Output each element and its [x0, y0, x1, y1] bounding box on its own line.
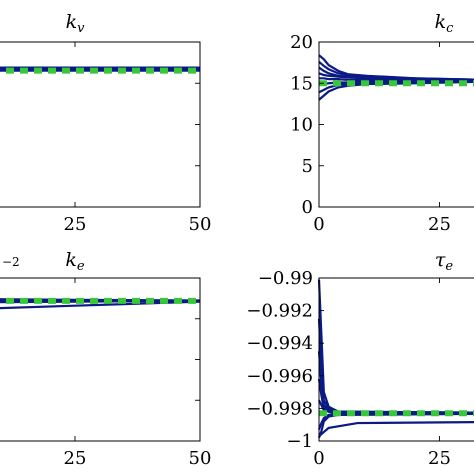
panel-title-kc: kc — [435, 11, 455, 36]
exponent-label-ke: −2 — [2, 255, 20, 269]
trace-taue-1 — [317, 318, 474, 414]
ytick-label-kc-1: 5 — [302, 156, 313, 177]
panel-taue: 0 25 −1 −0.998 −0.996 −0.994 −0.992 −0.99 τe — [246, 249, 474, 469]
xtick-label-ke-1: 50 — [189, 448, 212, 469]
trace-taue-7 — [318, 421, 474, 437]
ytick-label-taue-5: −0.99 — [258, 268, 313, 289]
ytick-label-taue-2: −0.996 — [246, 366, 313, 387]
ytick-label-kc-4: 20 — [290, 32, 313, 53]
axes-frame-taue — [318, 277, 474, 442]
ytick-label-taue-4: −0.992 — [246, 301, 313, 322]
trace-taue-3 — [317, 378, 474, 415]
xtick-label-taue-1: 25 — [428, 448, 451, 469]
trace-taue-2 — [317, 351, 474, 415]
panel-kv: 25 50 kv — [0, 11, 211, 235]
xtick-label-kv-0: 25 — [64, 214, 87, 235]
xtick-label-kc-1: 25 — [428, 214, 451, 235]
ytick-label-taue-3: −0.994 — [246, 333, 313, 354]
xtick-label-ke-0: 25 — [64, 448, 87, 469]
axes-frame-kc — [318, 41, 474, 208]
ytick-label-kc-3: 15 — [290, 73, 313, 94]
xtick-label-taue-0: 0 — [313, 448, 324, 469]
trace-taue-0 — [317, 279, 474, 414]
panel-title-kv: kv — [66, 11, 86, 36]
ytick-label-taue-1: −0.998 — [246, 398, 313, 419]
ytick-label-kc-2: 10 — [290, 115, 313, 136]
panel-title-taue: τe — [435, 249, 454, 274]
panel-title-ke: ke — [65, 249, 85, 274]
xtick-label-kc-0: 0 — [313, 214, 324, 235]
panel-kc: 0 25 0 5 10 15 20 kc — [290, 11, 474, 235]
ytick-label-taue-0: −1 — [286, 431, 313, 452]
panel-ke: 25 50 ke −2 — [0, 249, 211, 469]
ytick-label-kc-0: 0 — [302, 197, 313, 218]
xtick-label-kv-1: 50 — [189, 214, 212, 235]
